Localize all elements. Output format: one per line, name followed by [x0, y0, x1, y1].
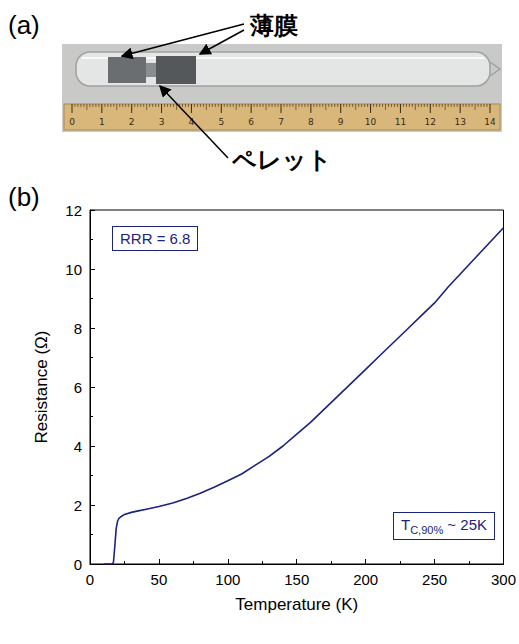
svg-text:4: 4 — [74, 438, 82, 455]
html-text:TC,90%~ 25K: TC,90%~ 25K — [401, 516, 487, 536]
svg-text:50: 50 — [151, 571, 168, 588]
svg-text:14: 14 — [484, 117, 496, 127]
svg-text:Resistance (Ω): Resistance (Ω) — [32, 331, 51, 444]
svg-text:13: 13 — [454, 117, 465, 127]
svg-text:3: 3 — [159, 117, 165, 127]
svg-text:12: 12 — [65, 202, 82, 219]
svg-text:100: 100 — [215, 571, 240, 588]
svg-text:2: 2 — [129, 117, 135, 127]
svg-text:8: 8 — [74, 320, 82, 337]
svg-text:0: 0 — [74, 556, 82, 573]
svg-text:8: 8 — [308, 117, 314, 127]
svg-text:2: 2 — [74, 497, 82, 514]
svg-text:ペレット: ペレット — [231, 146, 332, 174]
svg-text:150: 150 — [284, 571, 309, 588]
svg-text:4: 4 — [188, 117, 195, 127]
svg-text:1: 1 — [99, 117, 105, 127]
svg-text:200: 200 — [353, 571, 378, 588]
svg-text:6: 6 — [248, 117, 254, 127]
svg-text:0: 0 — [86, 571, 94, 588]
html-text:RRR = 6.8: RRR = 6.8 — [120, 230, 191, 247]
svg-text:10: 10 — [65, 261, 82, 278]
svg-text:250: 250 — [422, 571, 447, 588]
svg-text:11: 11 — [395, 117, 406, 127]
html-text:(b): (b) — [8, 182, 40, 212]
svg-text:6: 6 — [74, 379, 82, 396]
svg-text:0: 0 — [69, 117, 75, 127]
svg-text:7: 7 — [278, 117, 284, 127]
svg-text:300: 300 — [491, 571, 516, 588]
svg-text:Temperature (K): Temperature (K) — [235, 595, 358, 614]
svg-text:12: 12 — [425, 117, 436, 127]
svg-text:9: 9 — [338, 117, 344, 127]
svg-text:薄膜: 薄膜 — [249, 12, 298, 40]
svg-text:(a): (a) — [8, 10, 40, 40]
svg-text:5: 5 — [218, 117, 224, 127]
svg-text:10: 10 — [365, 117, 377, 127]
